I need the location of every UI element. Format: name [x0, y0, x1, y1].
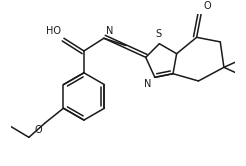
- Text: N: N: [106, 26, 113, 36]
- Text: S: S: [155, 29, 162, 39]
- Text: O: O: [203, 1, 211, 11]
- Text: O: O: [35, 125, 43, 135]
- Text: N: N: [144, 79, 151, 89]
- Text: HO: HO: [46, 26, 61, 36]
